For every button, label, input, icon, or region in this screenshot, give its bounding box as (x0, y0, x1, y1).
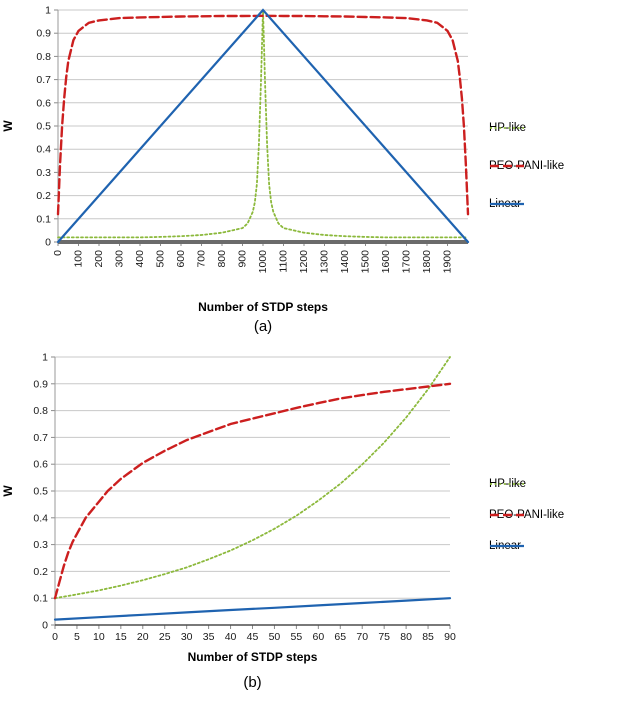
legend-key-hp-like (490, 127, 524, 129)
x-tick-label: 70 (356, 631, 368, 643)
y-tick-label: 1 (45, 5, 51, 17)
y-tick-label: 0.2 (36, 190, 51, 202)
y-tick-label: 0.9 (33, 378, 48, 390)
series-peo-pani-like (53, 382, 452, 600)
chart-b-y-axis-title: W (1, 485, 15, 497)
chart-b-plot: W 00.10.20.30.40.50.60.70.80.910 5 10 15 20 2… (1, 352, 456, 644)
x-tick-label: 1000 (257, 250, 269, 274)
y-tick-label: 0.2 (33, 566, 48, 578)
x-tick-label: 1200 (298, 250, 310, 274)
series-hp-like (57, 9, 469, 239)
y-tick-label: 0.5 (36, 121, 51, 133)
x-tick-label: 75 (378, 631, 390, 643)
x-tick-label: 0 (52, 250, 64, 256)
x-tick-label: 700 (196, 250, 208, 268)
y-tick-label: 0.4 (36, 144, 51, 156)
x-tick-label: 45 (247, 631, 259, 643)
x-tick-label: 40 (225, 631, 237, 643)
series-linear (53, 597, 452, 621)
x-tick-label: 1800 (421, 250, 433, 274)
y-tick-label: 0.3 (33, 539, 48, 551)
x-tick-label: 400 (134, 250, 146, 268)
x-tick-label: 1900 (442, 250, 454, 274)
legend-key-linear (490, 544, 524, 548)
x-tick-label: 1400 (339, 250, 351, 274)
legend-key-hp-like (490, 483, 524, 485)
legend-key-linear (490, 202, 524, 206)
y-tick-label: 0.6 (33, 459, 48, 471)
chart-a-caption: (a) (253, 318, 273, 335)
x-tick-label: 90 (444, 631, 456, 643)
chart-b-legend: HP-like PEO-PANI-like Linear (489, 478, 564, 552)
y-tick-label: 0.7 (36, 74, 51, 86)
series-linear (56, 8, 470, 244)
legend-label-hp-like: HP-like (489, 478, 527, 490)
legend-key-peo-pani-like (490, 164, 524, 168)
legend-item-linear: Linear (489, 198, 564, 210)
y-tick-label: 0.9 (36, 28, 51, 40)
chart-b-x-axis-title: Number of STDP steps (187, 650, 318, 664)
x-tick-label: 1300 (319, 250, 331, 274)
y-tick-label: 0.8 (36, 51, 51, 63)
x-tick-label: 85 (422, 631, 434, 643)
y-tick-label: 0.3 (36, 167, 51, 179)
y-tick-label: 0.6 (36, 97, 51, 109)
y-tick-label: 0.8 (33, 405, 48, 417)
x-tick-label: 80 (400, 631, 412, 643)
x-tick-label: 15 (115, 631, 127, 643)
series-peo-pani-like (56, 14, 470, 216)
x-tick-label: 55 (291, 631, 303, 643)
x-tick-label: 10 (93, 631, 105, 643)
x-tick-label: 25 (159, 631, 171, 643)
y-tick-label: 0.5 (33, 486, 48, 498)
chart-a-y-axis-title: W (1, 120, 15, 132)
y-tick-label: 0.7 (33, 432, 48, 444)
legend-label-hp-like: HP-like (489, 122, 527, 134)
x-tick-label: 1100 (278, 250, 290, 273)
legend-key-peo-pani-like (490, 513, 524, 517)
chart-a-plot: W 0 0.1 0.2 0.3 0.4 0.5 0.6 0.7 0.8 0.9 1 0 100 200 30… (1, 5, 470, 274)
chart-a-x-axis-title: Number of STDP steps (198, 300, 328, 314)
x-tick-label: 500 (155, 250, 167, 268)
y-tick-label: 1 (42, 352, 48, 364)
legend-item-hp-like: HP-like (489, 122, 564, 134)
y-tick-label: 0.1 (36, 213, 51, 225)
legend-item-hp-like: HP-like (489, 478, 564, 490)
chart-a-legend: HP-like PEO-PANI-like Linear (489, 122, 564, 210)
x-tick-label: 600 (175, 250, 187, 268)
series-hp-like (54, 356, 451, 600)
x-tick-label: 30 (181, 631, 193, 643)
legend-item-peo-pani-like: PEO-PANI-like (489, 509, 564, 521)
chart-b-caption: (b) (243, 674, 262, 691)
x-tick-label: 1700 (401, 250, 413, 274)
x-tick-label: 300 (114, 250, 126, 268)
x-tick-label: 0 (52, 631, 58, 643)
legend-item-peo-pani-like: PEO-PANI-like (489, 160, 564, 172)
x-tick-label: 20 (137, 631, 149, 643)
y-tick-label: 0 (42, 620, 48, 632)
legend-label-peo-pani-like: PEO-PANI-like (489, 509, 565, 521)
x-tick-label: 800 (216, 250, 228, 268)
x-tick-label: 1500 (360, 250, 372, 274)
y-tick-label: 0.4 (33, 512, 48, 524)
x-tick-label: 5 (74, 631, 80, 643)
x-tick-label: 35 (203, 631, 215, 643)
x-tick-label: 1600 (380, 250, 392, 274)
x-tick-label: 65 (334, 631, 346, 643)
legend-label-peo-pani-like: PEO-PANI-like (489, 160, 565, 172)
x-tick-label: 200 (93, 250, 105, 268)
y-tick-label: 0.1 (33, 593, 48, 605)
x-tick-label: 50 (269, 631, 281, 643)
y-tick-label: 0 (45, 237, 51, 249)
x-tick-label: 60 (312, 631, 324, 643)
legend-item-linear: Linear (489, 540, 564, 552)
x-tick-label: 900 (237, 250, 249, 268)
x-tick-label: 100 (73, 250, 85, 268)
